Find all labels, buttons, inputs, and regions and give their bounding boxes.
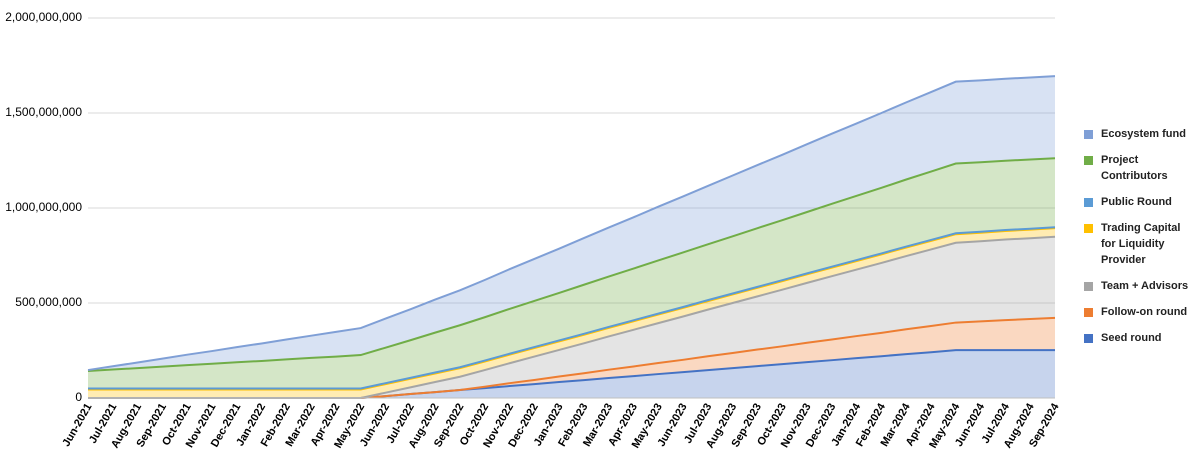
- legend-swatch: [1084, 334, 1093, 343]
- legend-item: Follow-on round: [1084, 304, 1196, 320]
- series-line: [87, 75, 1056, 372]
- legend: Ecosystem fund Project Contributors Public…: [1084, 126, 1196, 356]
- legend-swatch: [1084, 224, 1093, 233]
- legend-item: Trading Capital for Liquidity Provider: [1084, 220, 1196, 268]
- y-tick-label: 500,000,000: [15, 295, 82, 309]
- legend-swatch: [1084, 198, 1093, 207]
- legend-label: Project Contributors: [1101, 154, 1168, 182]
- legend-swatch: [1084, 130, 1093, 139]
- legend-item: Project Contributors: [1084, 152, 1196, 184]
- area-fill: [88, 76, 1055, 372]
- series-line: [87, 157, 1056, 373]
- area-fill: [88, 236, 1055, 398]
- area-fill: [88, 317, 1055, 398]
- legend-item: Public Round: [1084, 194, 1196, 210]
- y-tick-label: 2,000,000,000: [5, 10, 82, 24]
- legend-label: Follow-on round: [1101, 306, 1188, 318]
- legend-label: Seed round: [1101, 332, 1162, 344]
- legend-label: Public Round: [1101, 196, 1172, 208]
- legend-swatch: [1084, 156, 1093, 165]
- legend-item: Seed round: [1084, 330, 1196, 346]
- y-tick-label: 1,500,000,000: [5, 105, 82, 119]
- legend-item: Team + Advisors: [1084, 278, 1196, 294]
- y-tick-label: 1,000,000,000: [5, 200, 82, 214]
- areas: [88, 76, 1055, 398]
- y-tick-label: 0: [75, 390, 82, 404]
- legend-item: Ecosystem fund: [1084, 126, 1196, 142]
- series-line: [88, 226, 1056, 390]
- legend-label: Ecosystem fund: [1101, 128, 1186, 140]
- legend-swatch: [1084, 282, 1093, 291]
- legend-swatch: [1084, 308, 1093, 317]
- legend-label: Team + Advisors: [1101, 280, 1189, 292]
- legend-label: Trading Capital for Liquidity Provider: [1101, 222, 1181, 266]
- area-fill: [88, 158, 1055, 389]
